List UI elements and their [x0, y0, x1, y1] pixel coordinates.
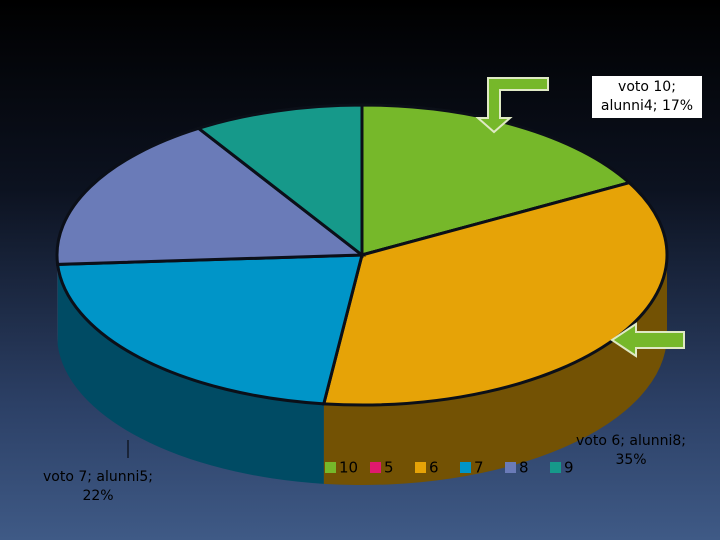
legend-swatch: [415, 462, 426, 473]
slice: [360, 103, 633, 257]
slice: [55, 253, 364, 406]
pie: [55, 103, 669, 485]
slice-side: [57, 255, 58, 345]
data-label: voto 10; alunni4; 17%: [592, 76, 702, 118]
legend-label: 6: [429, 459, 439, 477]
legend-label: 8: [519, 459, 529, 477]
slice-side: [323, 255, 668, 485]
legend-swatch: [460, 462, 471, 473]
slice-side: [57, 264, 324, 484]
legend-label: 9: [564, 459, 574, 477]
legend-swatch: [325, 462, 336, 473]
legend-swatch: [550, 462, 561, 473]
data-label: voto 6; alunni8; 35%: [575, 433, 687, 468]
slice: [55, 126, 367, 266]
legend: 10 5 6 7 8 9: [325, 459, 574, 477]
legend-label: 5: [384, 459, 394, 477]
arrow-right: [610, 322, 685, 358]
legend-swatch: [505, 462, 516, 473]
data-label: voto 7; alunni5; 22%: [42, 469, 154, 504]
arrow-top: [475, 77, 549, 134]
legend-label: 10: [339, 459, 358, 477]
slice: [195, 103, 364, 259]
legend-label: 7: [474, 459, 484, 477]
legend-swatch: [370, 462, 381, 473]
